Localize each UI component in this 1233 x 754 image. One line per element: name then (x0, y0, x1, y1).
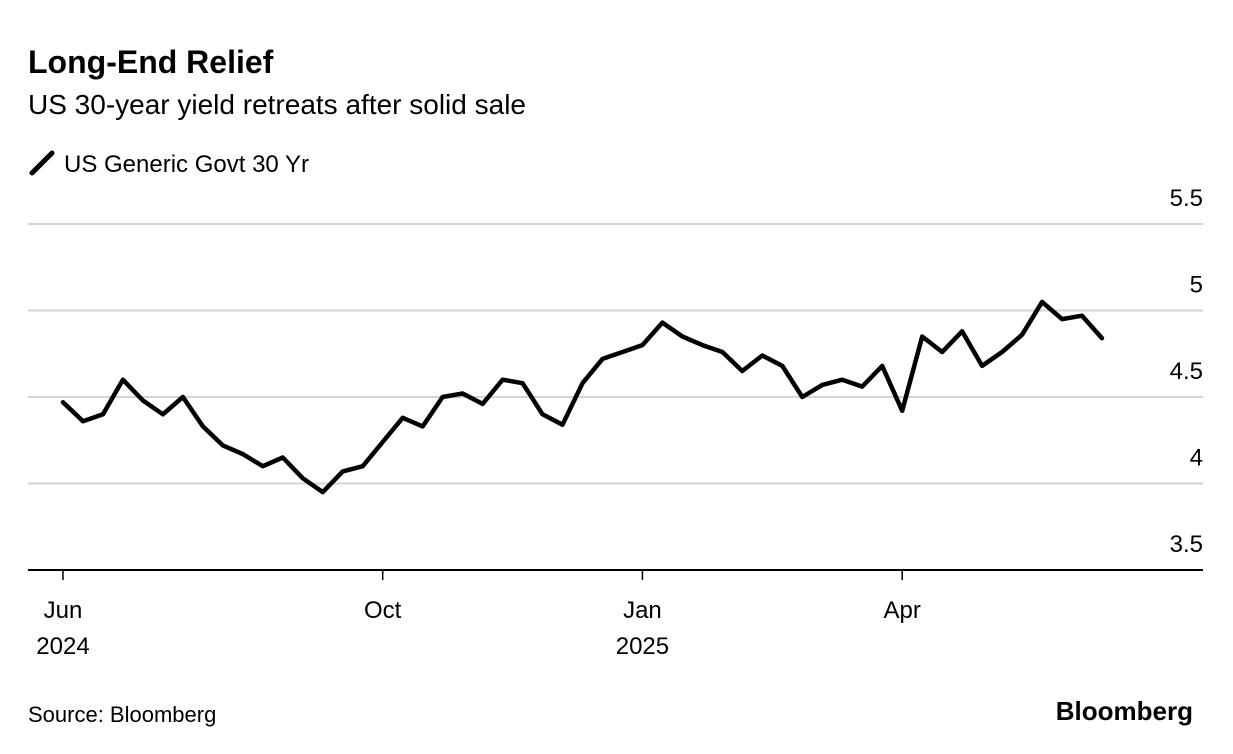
legend-swatch (29, 150, 55, 176)
x-tick-label: Jun (44, 597, 83, 624)
y-tick-label: 5 (1190, 272, 1203, 299)
source: Source: Bloomberg (28, 702, 216, 727)
y-tick-label: 4.5 (1170, 358, 1203, 385)
brand-logo: Bloomberg (1056, 696, 1193, 726)
chart-title: Long-End Relief (28, 44, 274, 80)
x-tick-year: 2024 (36, 633, 89, 660)
x-tick-label: Apr (884, 597, 921, 624)
x-tick-label: Oct (364, 597, 402, 624)
x-tick-label: Jan (623, 597, 662, 624)
y-tick-label: 5.5 (1170, 185, 1203, 212)
series-line (60, 299, 1105, 495)
x-tick-year: 2025 (616, 633, 669, 660)
legend-label: US Generic Govt 30 Yr (64, 151, 309, 178)
chart-subtitle: US 30-year yield retreats after solid sa… (28, 89, 526, 120)
y-tick-label: 3.5 (1170, 531, 1203, 558)
y-tick-label: 4 (1190, 445, 1203, 472)
